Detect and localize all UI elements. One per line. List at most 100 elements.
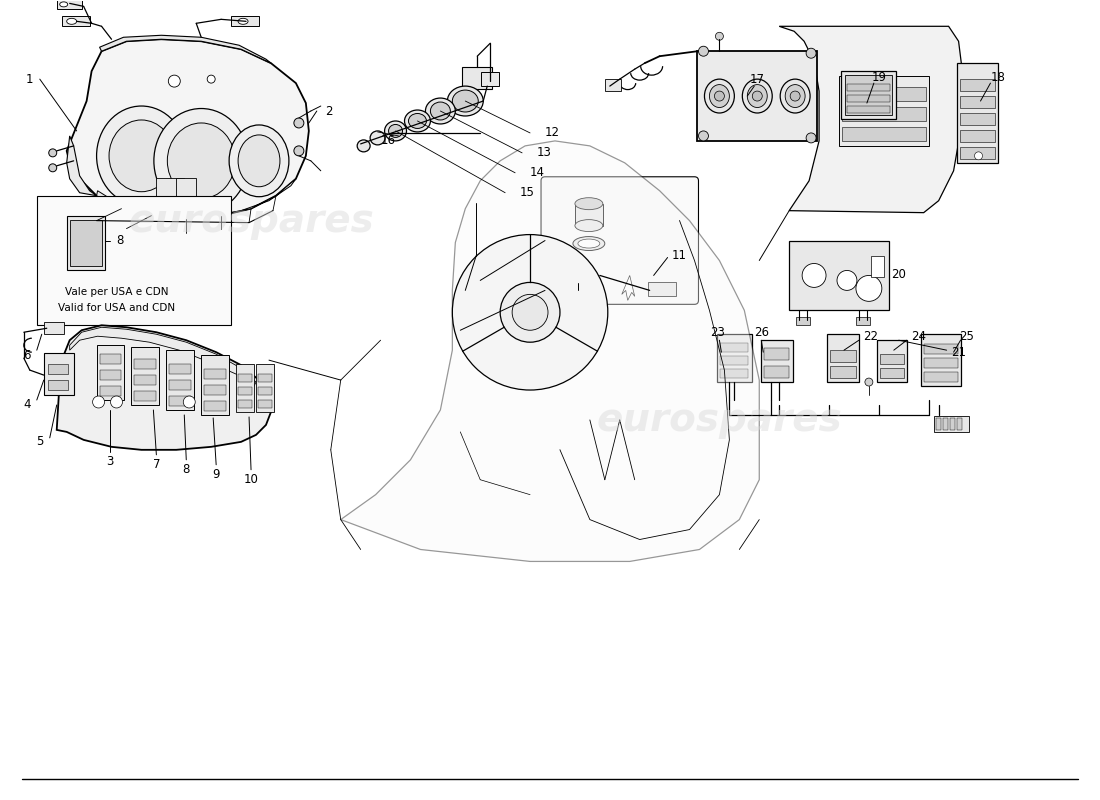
Bar bbox=[62, 16, 89, 26]
Circle shape bbox=[698, 131, 708, 141]
Bar bbox=[764, 366, 789, 378]
Circle shape bbox=[856, 275, 882, 302]
Polygon shape bbox=[67, 39, 309, 218]
Bar bbox=[924, 358, 958, 368]
Bar bbox=[258, 400, 272, 408]
Text: 16: 16 bbox=[381, 134, 396, 147]
Bar bbox=[36, 196, 231, 326]
Text: 8: 8 bbox=[116, 234, 123, 247]
Bar bbox=[169, 364, 191, 374]
Ellipse shape bbox=[109, 120, 174, 192]
Bar bbox=[236, 364, 254, 412]
Circle shape bbox=[110, 396, 122, 408]
Ellipse shape bbox=[448, 86, 483, 116]
Bar bbox=[169, 380, 191, 390]
Polygon shape bbox=[779, 26, 964, 213]
Text: 15: 15 bbox=[520, 186, 535, 199]
Bar bbox=[761, 340, 793, 382]
Bar bbox=[842, 87, 926, 101]
Text: 7: 7 bbox=[153, 458, 161, 471]
Text: 5: 5 bbox=[36, 435, 44, 448]
Bar bbox=[256, 364, 274, 412]
Ellipse shape bbox=[167, 123, 235, 198]
Bar bbox=[845, 75, 892, 115]
Bar bbox=[238, 387, 252, 395]
Ellipse shape bbox=[710, 85, 729, 107]
Polygon shape bbox=[341, 141, 759, 562]
Text: 20: 20 bbox=[891, 268, 906, 281]
Circle shape bbox=[92, 396, 104, 408]
Polygon shape bbox=[69, 327, 256, 388]
Bar bbox=[847, 106, 890, 113]
Bar bbox=[842, 107, 926, 121]
Circle shape bbox=[500, 282, 560, 342]
Bar bbox=[100, 354, 121, 364]
Text: 19: 19 bbox=[871, 70, 887, 84]
Bar bbox=[481, 72, 499, 86]
Bar bbox=[924, 372, 958, 382]
Polygon shape bbox=[100, 35, 271, 63]
Text: 9: 9 bbox=[212, 468, 220, 482]
Text: 4: 4 bbox=[23, 398, 31, 411]
Circle shape bbox=[207, 75, 216, 83]
Ellipse shape bbox=[452, 90, 478, 112]
Bar bbox=[764, 348, 789, 360]
Bar bbox=[959, 147, 996, 159]
Bar bbox=[796, 318, 810, 326]
Text: eurospares: eurospares bbox=[596, 401, 843, 439]
Ellipse shape bbox=[97, 106, 186, 206]
Bar bbox=[205, 385, 227, 395]
Circle shape bbox=[570, 286, 586, 302]
Bar bbox=[957, 418, 961, 430]
Bar bbox=[44, 322, 64, 334]
Ellipse shape bbox=[154, 109, 249, 213]
Ellipse shape bbox=[430, 102, 450, 120]
Text: 26: 26 bbox=[754, 326, 769, 338]
Bar bbox=[205, 401, 227, 411]
Text: 23: 23 bbox=[710, 326, 725, 338]
Bar bbox=[176, 178, 196, 196]
Ellipse shape bbox=[578, 239, 600, 248]
Bar bbox=[231, 16, 258, 26]
Bar bbox=[100, 370, 121, 380]
Text: 11: 11 bbox=[672, 249, 688, 262]
Bar bbox=[258, 374, 272, 382]
Circle shape bbox=[570, 262, 586, 278]
Bar bbox=[847, 84, 890, 91]
Bar bbox=[839, 76, 928, 146]
Bar bbox=[877, 340, 906, 382]
Bar bbox=[830, 350, 856, 362]
Ellipse shape bbox=[59, 2, 68, 7]
Ellipse shape bbox=[575, 220, 603, 231]
Bar bbox=[166, 350, 195, 410]
Ellipse shape bbox=[575, 198, 603, 210]
Bar bbox=[871, 255, 883, 278]
Polygon shape bbox=[57, 326, 271, 450]
Bar bbox=[605, 79, 620, 91]
Polygon shape bbox=[67, 136, 97, 196]
Bar bbox=[201, 355, 229, 415]
Bar bbox=[934, 416, 968, 432]
Circle shape bbox=[752, 91, 762, 101]
Bar bbox=[842, 71, 895, 119]
Text: 13: 13 bbox=[537, 146, 552, 159]
Bar bbox=[827, 334, 859, 382]
Ellipse shape bbox=[229, 125, 289, 197]
Circle shape bbox=[837, 270, 857, 290]
Bar bbox=[949, 418, 955, 430]
Bar bbox=[648, 282, 675, 296]
Ellipse shape bbox=[67, 18, 77, 24]
Ellipse shape bbox=[238, 135, 279, 186]
Text: 12: 12 bbox=[544, 126, 560, 139]
Circle shape bbox=[975, 152, 982, 160]
Bar bbox=[47, 380, 68, 390]
Bar bbox=[959, 79, 996, 91]
Text: 1: 1 bbox=[26, 73, 34, 86]
Ellipse shape bbox=[408, 114, 427, 129]
Ellipse shape bbox=[388, 125, 403, 138]
Circle shape bbox=[294, 146, 304, 156]
Circle shape bbox=[48, 149, 57, 157]
Bar bbox=[134, 391, 156, 401]
Bar bbox=[720, 343, 748, 352]
Bar bbox=[959, 130, 996, 142]
